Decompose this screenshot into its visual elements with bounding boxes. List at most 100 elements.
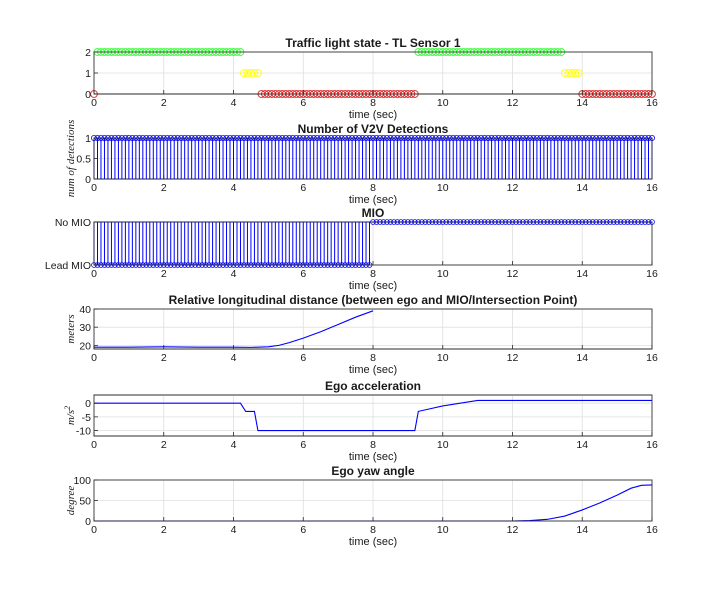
y-tick-label: 0 <box>85 174 91 186</box>
series-acc <box>94 399 652 432</box>
x-axis-label: time (sec) <box>349 536 397 548</box>
x-tick-label: 8 <box>370 524 376 536</box>
chart-title: Traffic light state - TL Sensor 1 <box>285 36 460 50</box>
chart-title: Number of V2V Detections <box>298 122 449 136</box>
chart-title: Ego yaw angle <box>331 464 415 478</box>
x-tick-label: 6 <box>300 97 306 109</box>
x-axis-label: time (sec) <box>349 280 397 292</box>
y-tick-label: 40 <box>79 304 91 316</box>
x-tick-label: 14 <box>576 352 588 364</box>
x-tick-label: 2 <box>161 268 167 280</box>
x-tick-label: 6 <box>300 268 306 280</box>
y-axis-label: m/s2 <box>63 406 77 425</box>
x-tick-label: 6 <box>300 439 306 451</box>
chart-title: Ego acceleration <box>325 379 421 393</box>
x-tick-label: 12 <box>507 352 519 364</box>
x-tick-label: 4 <box>231 524 237 536</box>
y-tick-label: 0 <box>85 516 91 528</box>
y-axis-label: degree <box>65 486 77 516</box>
x-tick-label: 0 <box>91 268 97 280</box>
x-tick-label: 10 <box>437 439 449 451</box>
x-tick-label: 8 <box>370 97 376 109</box>
y-tick-label: 20 <box>79 340 91 352</box>
x-tick-label: 0 <box>91 97 97 109</box>
x-tick-label: 2 <box>161 182 167 194</box>
x-tick-label: 2 <box>161 439 167 451</box>
y-tick-label: 50 <box>79 496 91 508</box>
x-tick-label: 10 <box>437 268 449 280</box>
series-line <box>94 310 374 348</box>
chart-dist: 0 2 4 6 8 10 12 14 16 20 30 40 Relative longitudinal… <box>65 293 658 376</box>
x-tick-label: 16 <box>646 524 658 536</box>
y-tick-label: No MIO <box>55 217 91 229</box>
x-tick-label: 10 <box>437 524 449 536</box>
y-axis-label: num of detections <box>65 120 77 198</box>
x-tick-label: 8 <box>370 439 376 451</box>
chart-mio: 0 2 4 6 8 10 12 14 16 Lead MIO No MIO MIO time (sec) <box>45 206 658 292</box>
x-tick-label: 12 <box>507 524 519 536</box>
x-tick-label: 0 <box>91 439 97 451</box>
chart-title: MIO <box>362 206 385 220</box>
x-tick-label: 12 <box>507 182 519 194</box>
x-axis-label: time (sec) <box>349 194 397 206</box>
series-dist <box>94 310 374 348</box>
y-tick-label: -10 <box>76 426 91 438</box>
x-tick-label: 14 <box>576 182 588 194</box>
y-tick-label: 0 <box>85 89 91 101</box>
x-tick-label: 16 <box>646 268 658 280</box>
state-marker-yellow <box>250 69 259 77</box>
x-axis-label: time (sec) <box>349 109 397 121</box>
y-axis-label-text: meters <box>65 314 77 343</box>
chart-title: Relative longitudinal distance (between … <box>169 293 578 307</box>
x-tick-label: 2 <box>161 524 167 536</box>
x-tick-label: 16 <box>646 97 658 109</box>
y-tick-label: -5 <box>82 412 91 424</box>
x-tick-label: 0 <box>91 524 97 536</box>
x-tick-label: 4 <box>231 352 237 364</box>
y-axis-label: meters <box>65 314 77 343</box>
x-tick-label: 10 <box>437 97 449 109</box>
x-tick-label: 2 <box>161 352 167 364</box>
state-marker-yellow <box>574 69 583 77</box>
x-tick-label: 4 <box>231 268 237 280</box>
x-tick-label: 2 <box>161 97 167 109</box>
x-tick-label: 14 <box>576 268 588 280</box>
x-tick-label: 12 <box>507 97 519 109</box>
x-axis-label: time (sec) <box>349 451 397 463</box>
y-axis-label-text: num of detections <box>65 120 77 198</box>
state-marker-yellow <box>254 69 262 77</box>
y-axis-label-text: degree <box>65 486 77 516</box>
x-tick-label: 16 <box>646 182 658 194</box>
x-tick-label: 10 <box>437 182 449 194</box>
state-marker-yellow <box>571 69 580 77</box>
series-line <box>94 399 652 432</box>
y-axis-label-superscript: 2 <box>63 406 72 410</box>
x-tick-label: 8 <box>370 352 376 364</box>
x-tick-label: 4 <box>231 439 237 451</box>
x-tick-label: 14 <box>576 524 588 536</box>
x-tick-label: 12 <box>507 268 519 280</box>
x-tick-label: 0 <box>91 352 97 364</box>
x-tick-label: 0 <box>91 182 97 194</box>
x-tick-label: 4 <box>231 97 237 109</box>
x-tick-label: 14 <box>576 439 588 451</box>
x-tick-label: 14 <box>576 97 588 109</box>
chart-acc: 0 2 4 6 8 10 12 14 16 -10 -5 0 Ego acceleration time … <box>63 379 658 463</box>
x-axis-label: time (sec) <box>349 364 397 376</box>
x-tick-label: 6 <box>300 182 306 194</box>
y-tick-label: 30 <box>79 322 91 334</box>
y-axis-label-text: m/s <box>65 410 77 425</box>
y-tick-label: 0 <box>85 398 91 410</box>
y-tick-label: 1 <box>85 133 91 145</box>
x-tick-label: 10 <box>437 352 449 364</box>
x-tick-label: 6 <box>300 352 306 364</box>
y-tick-label: Lead MIO <box>45 260 91 272</box>
x-tick-label: 16 <box>646 352 658 364</box>
chart-v2v: 0 2 4 6 8 10 12 14 16 0 0.5 1 Number of V2V Detectio… <box>65 120 658 206</box>
x-tick-label: 16 <box>646 439 658 451</box>
chart-yaw: 0 2 4 6 8 10 12 14 16 0 50 100 Ego yaw angle time (se… <box>65 464 658 548</box>
x-tick-label: 6 <box>300 524 306 536</box>
y-tick-label: 0.5 <box>76 154 91 166</box>
